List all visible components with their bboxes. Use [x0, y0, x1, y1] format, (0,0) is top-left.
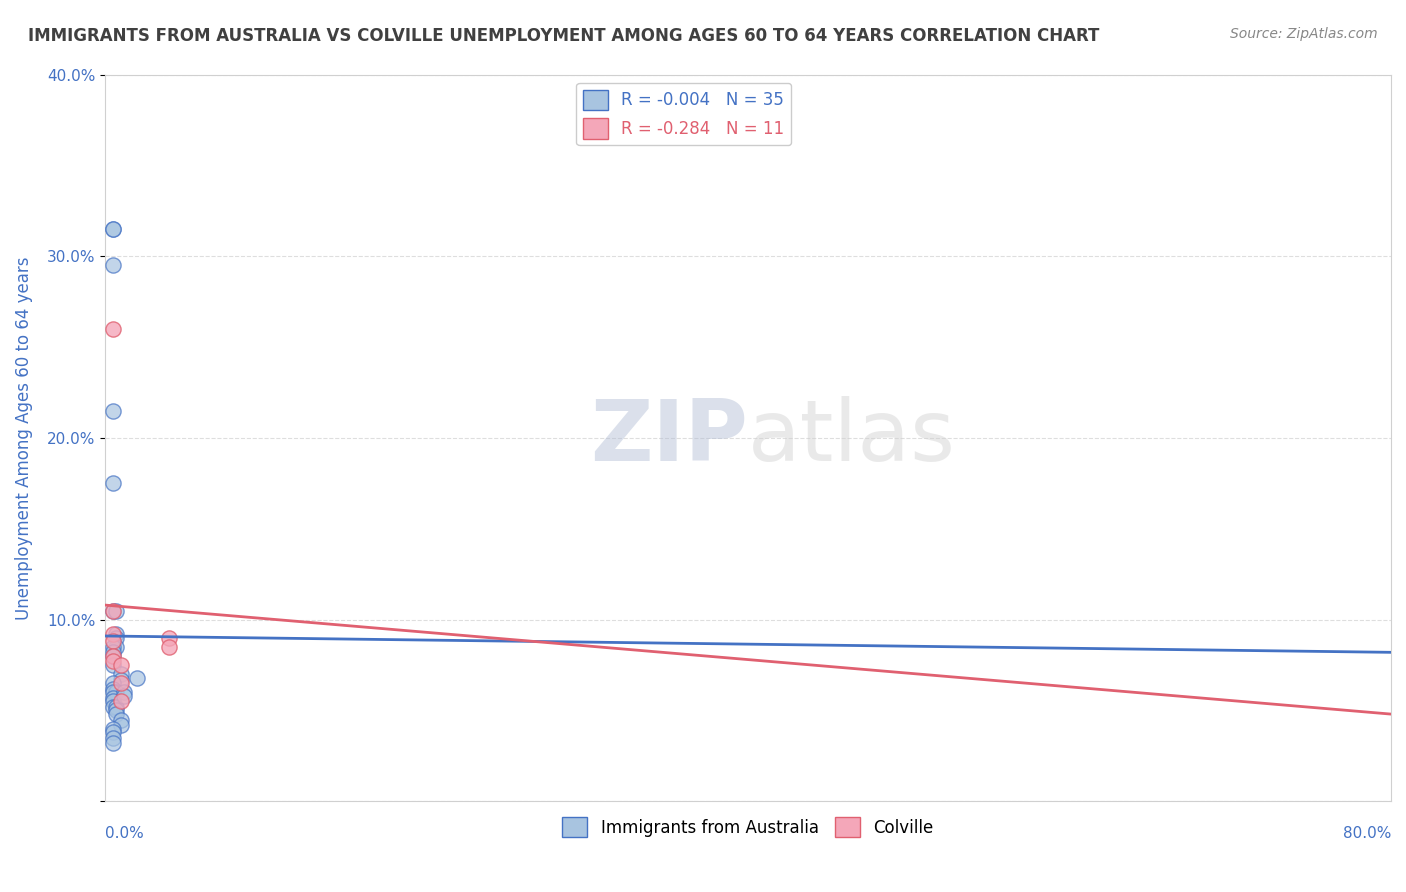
Point	[101, 222, 124, 236]
Point	[101, 731, 124, 745]
Point	[157, 640, 180, 654]
Point	[110, 676, 132, 690]
Point	[105, 627, 128, 641]
Point	[101, 258, 124, 272]
Point	[101, 603, 124, 617]
Point	[112, 685, 135, 699]
Point	[157, 631, 180, 645]
Point	[105, 685, 128, 699]
Point	[101, 603, 124, 617]
Point	[101, 476, 124, 491]
Point	[127, 671, 149, 685]
Point	[110, 673, 132, 687]
Point	[112, 689, 135, 703]
Point	[110, 713, 132, 727]
Point	[110, 667, 132, 681]
Point	[101, 322, 124, 336]
Point	[101, 685, 124, 699]
Point	[105, 631, 128, 645]
Point	[110, 658, 132, 673]
Point	[101, 222, 124, 236]
Point	[101, 699, 124, 714]
Point	[101, 722, 124, 736]
Text: 80.0%: 80.0%	[1343, 826, 1391, 841]
Point	[101, 676, 124, 690]
Point	[110, 718, 132, 732]
Point	[101, 681, 124, 696]
Text: ZIP: ZIP	[591, 396, 748, 479]
Point	[101, 403, 124, 417]
Point	[101, 694, 124, 708]
Legend: Immigrants from Australia, Colville: Immigrants from Australia, Colville	[555, 810, 941, 844]
Point	[101, 736, 124, 750]
Point	[101, 627, 124, 641]
Point	[101, 645, 124, 659]
Point	[101, 648, 124, 663]
Text: Source: ZipAtlas.com: Source: ZipAtlas.com	[1230, 27, 1378, 41]
Text: 0.0%: 0.0%	[105, 826, 143, 841]
Point	[105, 603, 128, 617]
Point	[101, 634, 124, 648]
Point	[105, 703, 128, 717]
Point	[101, 690, 124, 705]
Y-axis label: Unemployment Among Ages 60 to 64 years: Unemployment Among Ages 60 to 64 years	[15, 256, 32, 620]
Point	[101, 658, 124, 673]
Text: atlas: atlas	[748, 396, 956, 479]
Point	[101, 654, 124, 668]
Text: IMMIGRANTS FROM AUSTRALIA VS COLVILLE UNEMPLOYMENT AMONG AGES 60 TO 64 YEARS COR: IMMIGRANTS FROM AUSTRALIA VS COLVILLE UN…	[28, 27, 1099, 45]
Point	[101, 725, 124, 739]
Point	[105, 707, 128, 722]
Point	[101, 640, 124, 654]
Point	[105, 640, 128, 654]
Point	[110, 694, 132, 708]
Point	[105, 699, 128, 714]
Point	[101, 648, 124, 663]
